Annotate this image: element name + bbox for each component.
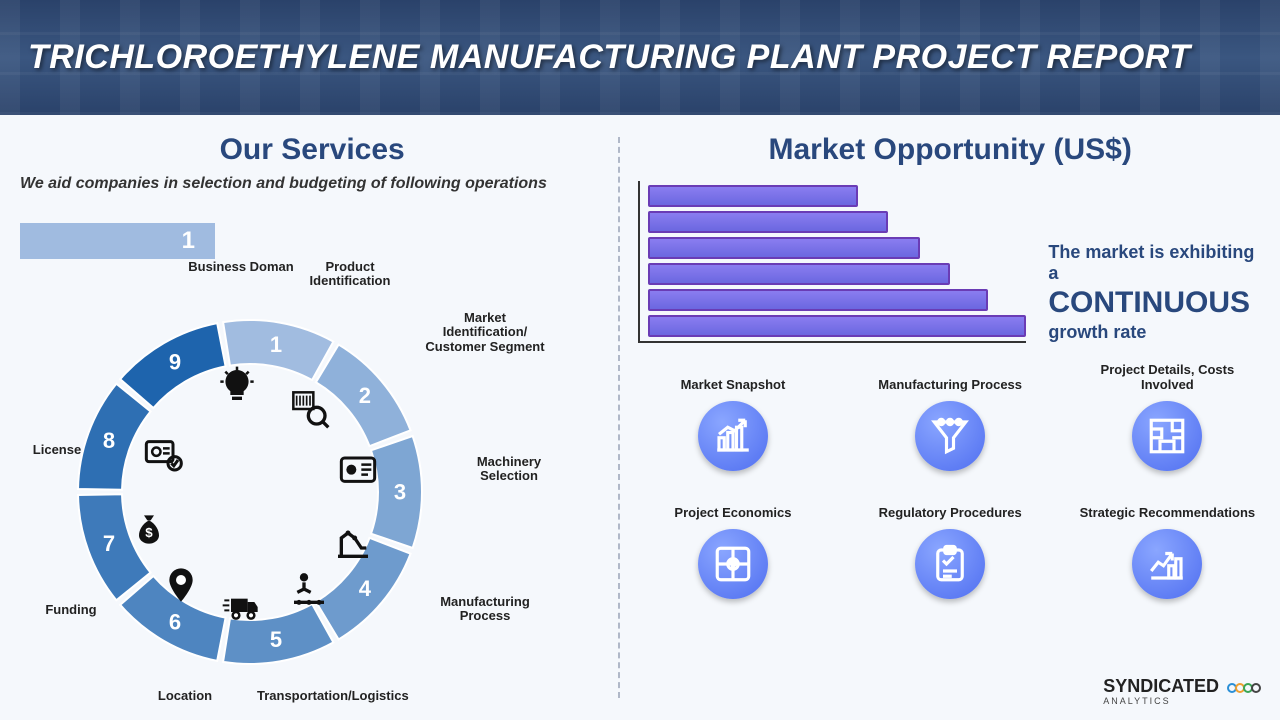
puzzle-icon: ? (698, 529, 768, 599)
svg-text:$: $ (145, 525, 153, 540)
svg-text:?: ? (730, 559, 736, 571)
title-banner: TRICHLOROETHYLENE MANUFACTURING PLANT PR… (0, 0, 1280, 115)
wheel-number-3: 3 (394, 480, 406, 505)
wheel-number-4: 4 (359, 576, 372, 601)
growth-bar-6 (648, 315, 1026, 337)
wheel-label-2: Product Identification (290, 260, 410, 289)
services-subtitle: We aid companies in selection and budget… (20, 175, 604, 193)
market-heading: Market Opportunity (US$) (638, 133, 1262, 167)
wheel-label-5: Manufacturing Process (425, 595, 545, 624)
wheel-label-4: Machinery Selection (449, 455, 569, 484)
wheel-label-6: Transportation/Logistics (257, 689, 377, 703)
chart-up-icon (698, 401, 768, 471)
topic-3: Project Details, Costs Involved (1073, 361, 1262, 471)
wheel-icon-4 (333, 523, 373, 563)
topic-1: Market Snapshot (638, 361, 827, 471)
wheel-icon-9 (143, 435, 183, 475)
wheel-number-5: 5 (270, 627, 282, 652)
wheel-label-7: Location (125, 689, 245, 703)
wheel-icon-5 (289, 569, 329, 609)
clipboard-icon (915, 529, 985, 599)
topic-label-3: Project Details, Costs Involved (1073, 361, 1262, 393)
growth-big: CONTINUOUS (1048, 286, 1262, 320)
brand-logo: SYNDICATED ANALYTICS (1103, 676, 1260, 706)
topic-label-4: Project Economics (638, 489, 827, 521)
page-title: TRICHLOROETHYLENE MANUFACTURING PLANT PR… (28, 38, 1191, 77)
wheel-number-6: 6 (169, 609, 181, 634)
growth-line1: The market is exhibiting a (1048, 242, 1254, 283)
topic-label-5: Regulatory Procedures (856, 489, 1045, 521)
growth-bar-5 (648, 289, 988, 311)
topic-label-6: Strategic Recommendations (1073, 489, 1262, 521)
logo-dot (1251, 683, 1261, 693)
services-heading: Our Services (20, 133, 604, 167)
services-panel: Our Services We aid companies in selecti… (0, 115, 618, 720)
growth-bar-1 (648, 185, 858, 207)
wheel-icon-7 (161, 565, 201, 605)
growth-icon (1132, 529, 1202, 599)
wheel-icon-2 (290, 389, 330, 429)
wheel-icon-1 (217, 365, 257, 405)
logo-dots (1228, 677, 1260, 698)
growth-line2: growth rate (1048, 322, 1146, 342)
wheel-number-2: 2 (359, 383, 371, 408)
wheel-label-3: Market Identification/ Customer Segment (425, 311, 545, 354)
wheel-number-7: 7 (103, 531, 115, 556)
topic-icon-grid: Market Snapshot Manufacturing Process Pr… (638, 361, 1262, 599)
segment-1-bar: 1 (20, 223, 215, 259)
topic-label-1: Market Snapshot (638, 361, 827, 393)
content-row: Our Services We aid companies in selecti… (0, 115, 1280, 720)
market-panel: Market Opportunity (US$) The market is e… (620, 115, 1280, 720)
growth-chart-row: The market is exhibiting a CONTINUOUS gr… (638, 181, 1262, 343)
topic-5: Regulatory Procedures (856, 489, 1045, 599)
topic-label-2: Manufacturing Process (856, 361, 1045, 393)
wheel-label-9: License (0, 443, 117, 457)
maze-icon (1132, 401, 1202, 471)
growth-text: The market is exhibiting a CONTINUOUS gr… (1048, 242, 1262, 343)
wheel-label-1: Business Doman (181, 260, 301, 274)
services-wheel: 123456789 Business DomanProduct Identifi… (65, 307, 435, 677)
wheel-label-8: Funding (11, 603, 131, 617)
wheel-icon-8: $ (129, 507, 169, 547)
funnel-icon (915, 401, 985, 471)
growth-bar-2 (648, 211, 888, 233)
wheel-number-1: 1 (270, 332, 282, 357)
wheel-icon-3 (338, 448, 378, 488)
logo-name: SYNDICATED (1103, 676, 1219, 696)
topic-4: Project Economics ? (638, 489, 827, 599)
growth-bar-4 (648, 263, 950, 285)
growth-bar-3 (648, 237, 920, 259)
topic-6: Strategic Recommendations (1073, 489, 1262, 599)
topic-2: Manufacturing Process (856, 361, 1045, 471)
bar-chart (638, 181, 1026, 343)
wheel-number-9: 9 (169, 350, 181, 375)
wheel-icon-6 (221, 587, 261, 627)
